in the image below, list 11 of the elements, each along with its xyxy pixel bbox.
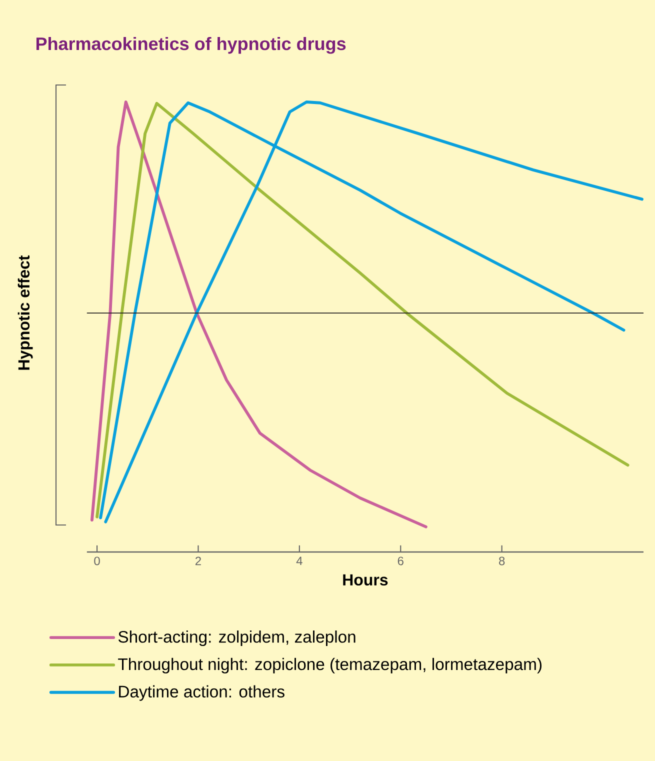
legend-label: Daytime action: others — [119, 685, 284, 701]
legend-label: Short-acting: zolpidem, zaleplon — [118, 630, 356, 646]
x-tick-label: 4 — [296, 556, 302, 565]
chart-title: Pharmacokinetics of hypnotic drugs — [36, 36, 346, 54]
y-axis-title: Hypnotic effect — [18, 255, 33, 370]
x-axis-title: Hours — [343, 574, 388, 586]
x-tick-label: 2 — [195, 556, 201, 566]
legend-label: Throughout night: zopiclone (temazepam, lormetazepam) — [118, 658, 542, 674]
x-tick-label: 6 — [398, 556, 404, 566]
x-tick-label: 8 — [499, 556, 505, 566]
x-tick-label: 0 — [94, 556, 100, 566]
